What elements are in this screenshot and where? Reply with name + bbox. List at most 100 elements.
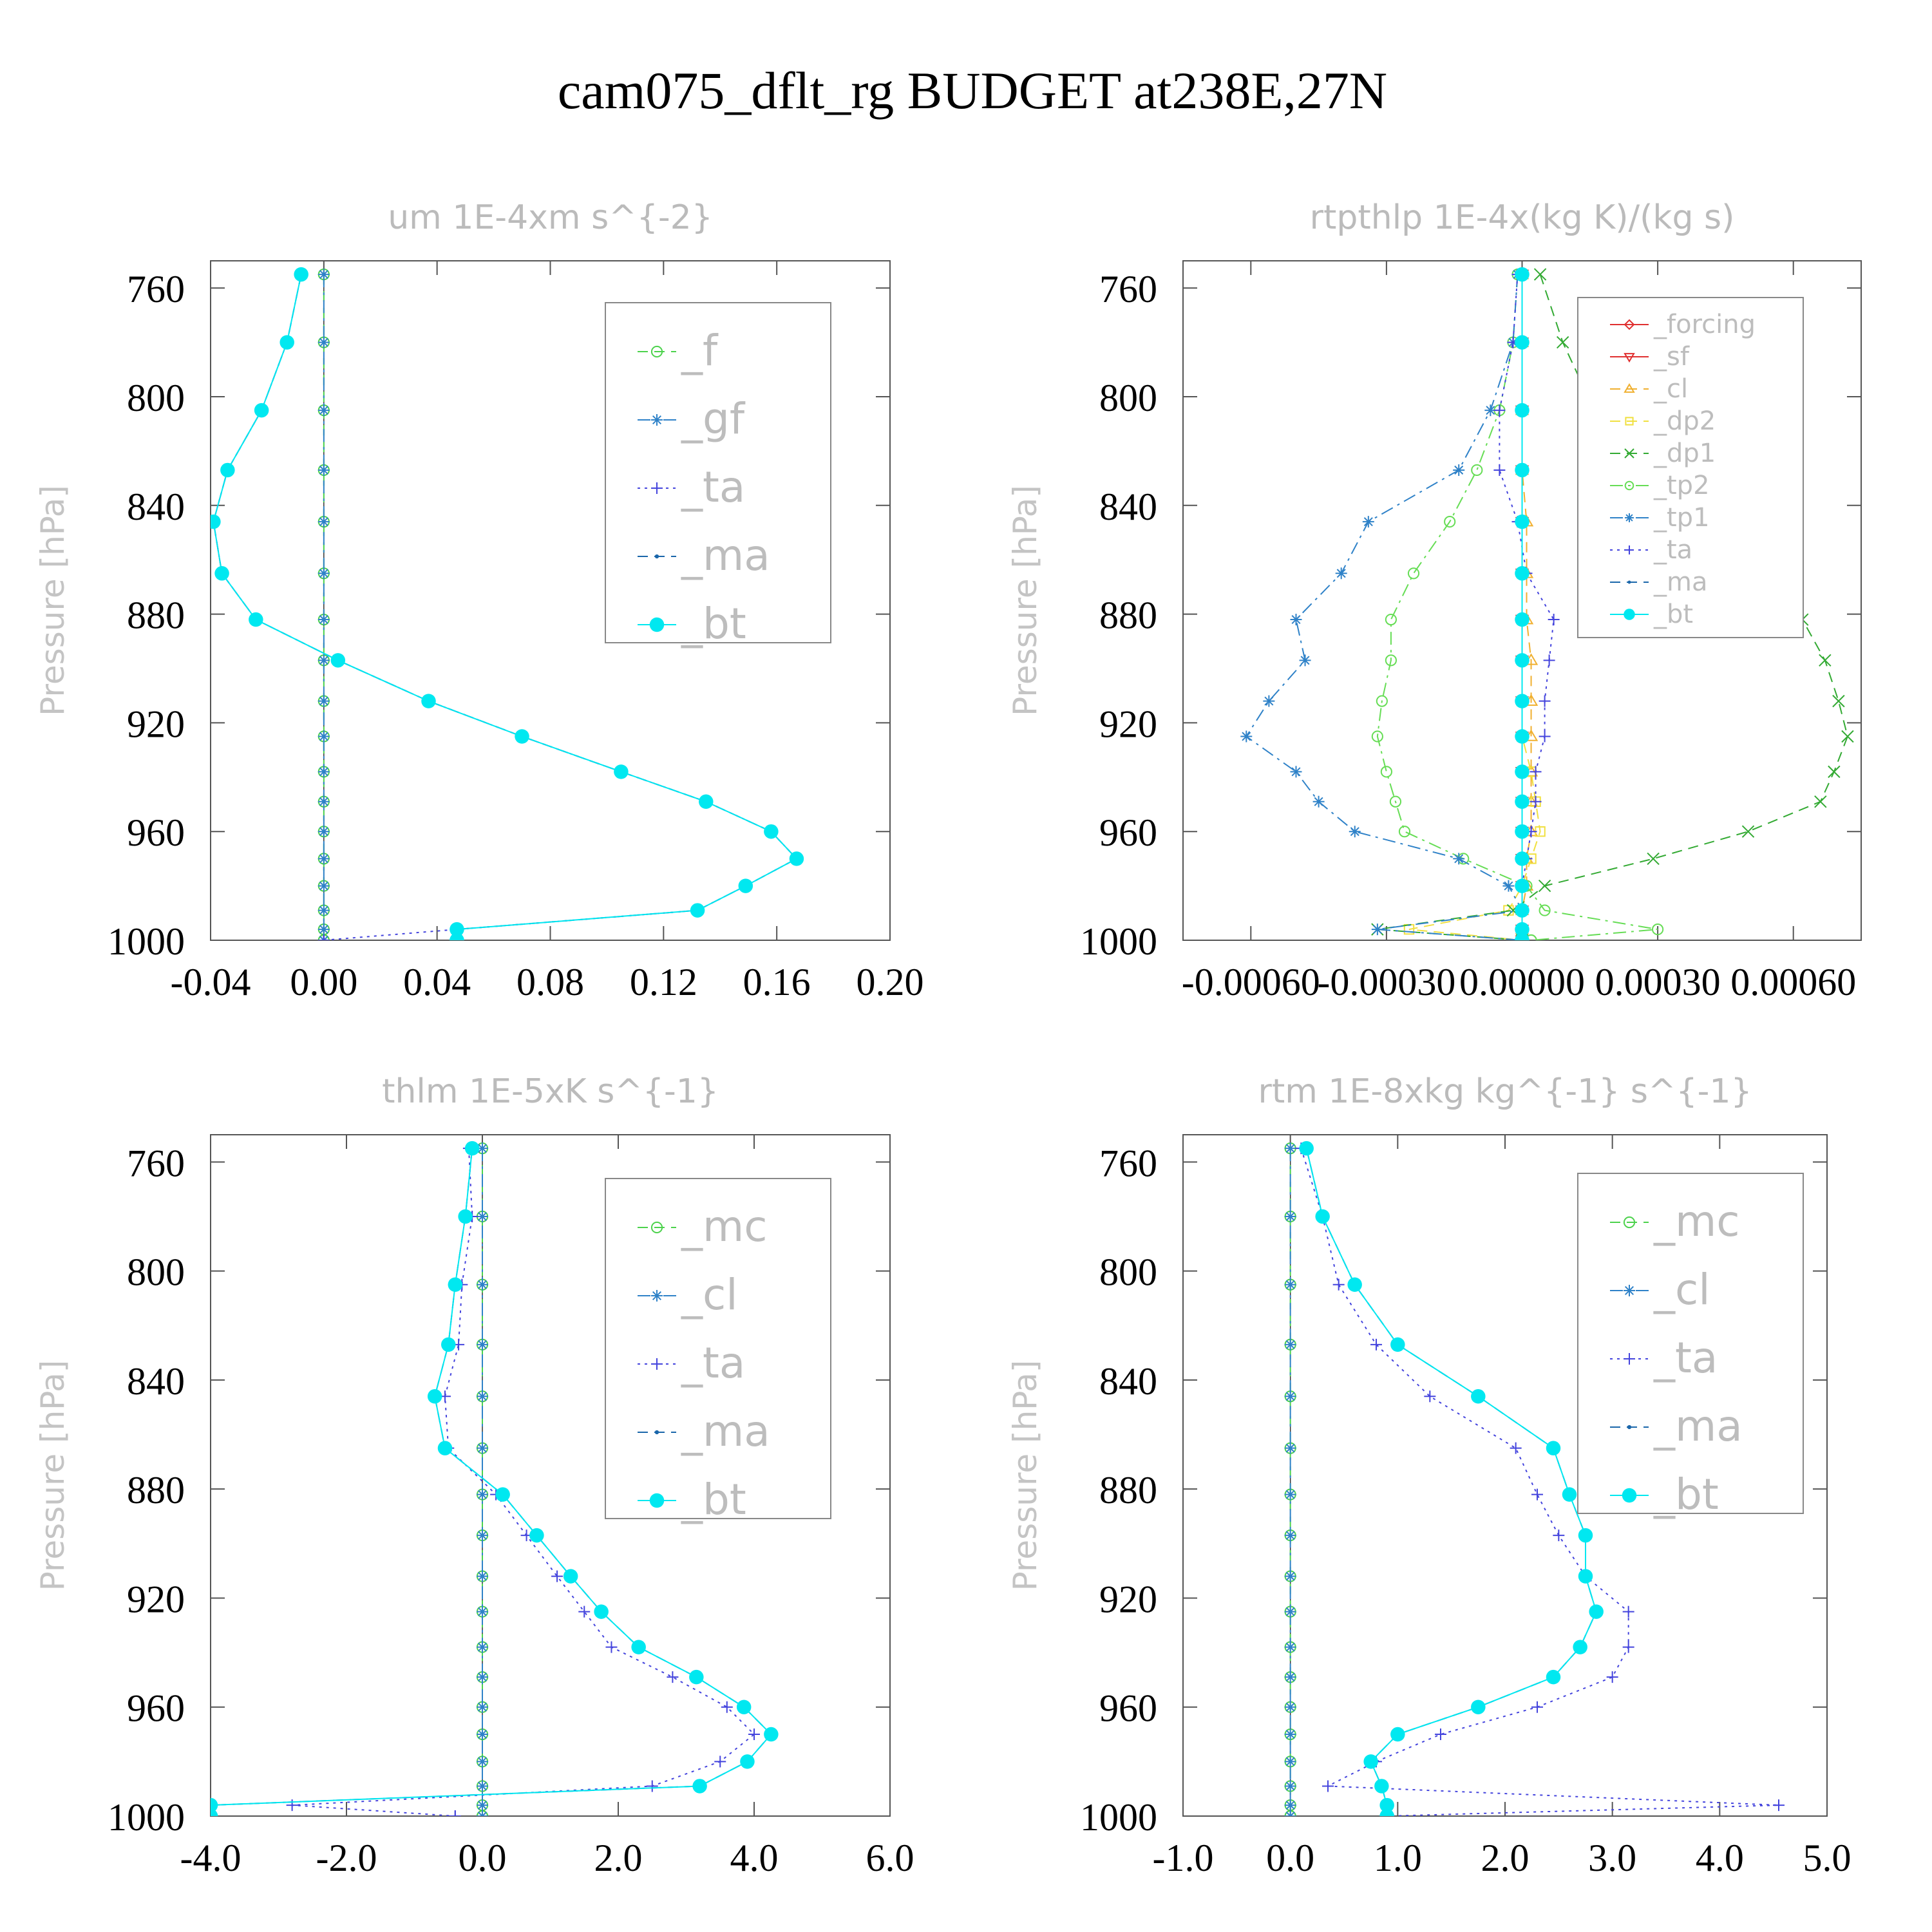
data-point bbox=[1284, 1570, 1296, 1582]
panel-title: thlm 1E-5xK s^{-1} bbox=[382, 1072, 719, 1111]
data-point bbox=[1284, 1530, 1296, 1542]
data-point bbox=[1741, 825, 1755, 838]
data-point bbox=[736, 1700, 752, 1714]
data-point bbox=[477, 1756, 488, 1768]
data-point bbox=[1525, 934, 1537, 940]
data-point bbox=[1515, 653, 1530, 668]
data-point bbox=[1290, 766, 1302, 778]
data-point bbox=[1284, 1142, 1296, 1155]
legend-marker bbox=[649, 1493, 665, 1508]
data-point bbox=[1556, 336, 1569, 349]
legend-label: _mc bbox=[681, 1202, 768, 1251]
data-point bbox=[1284, 1641, 1296, 1653]
data-point bbox=[1374, 1779, 1389, 1794]
data-point bbox=[427, 1389, 442, 1404]
data-point bbox=[1284, 1442, 1296, 1454]
x-tick-label: 3.0 bbox=[1588, 1837, 1636, 1879]
series-ma bbox=[1304, 1146, 1598, 1816]
panel-title: rtm 1E-8xkg kg^{-1} s^{-1} bbox=[1258, 1072, 1752, 1111]
x-tick-label: 0.00000 bbox=[1459, 961, 1585, 1003]
data-point bbox=[1471, 1389, 1486, 1404]
x-tick-label: 6.0 bbox=[866, 1837, 914, 1879]
data-point bbox=[1502, 880, 1515, 892]
x-tick-label: 0.08 bbox=[516, 961, 584, 1003]
data-point bbox=[1538, 879, 1551, 893]
legend-label: _ma bbox=[681, 1406, 770, 1456]
data-point bbox=[317, 567, 330, 580]
legend-marker bbox=[1627, 580, 1631, 584]
legend-marker bbox=[1624, 609, 1635, 620]
y-tick-label: 960 bbox=[127, 811, 185, 854]
legend-box bbox=[605, 1178, 831, 1519]
data-point bbox=[1371, 923, 1383, 936]
legend-marker bbox=[651, 414, 663, 426]
x-tick-label: 5.0 bbox=[1803, 1837, 1852, 1879]
data-point bbox=[1606, 1671, 1618, 1683]
data-point bbox=[477, 1810, 488, 1816]
legend-marker bbox=[650, 1221, 663, 1234]
legend-marker bbox=[654, 554, 659, 559]
series-cl bbox=[1515, 267, 1539, 940]
data-point bbox=[1530, 795, 1542, 808]
y-tick-label: 760 bbox=[1099, 1142, 1157, 1184]
data-point bbox=[1284, 1671, 1296, 1683]
data-point bbox=[317, 269, 330, 281]
x-tick-label: 0.20 bbox=[857, 961, 924, 1003]
data-point bbox=[1546, 1441, 1561, 1455]
data-point bbox=[1515, 764, 1530, 779]
figure-title: cam075_dflt_rg BUDGET at238E,27N bbox=[558, 61, 1387, 120]
data-point bbox=[551, 1570, 564, 1582]
data-point bbox=[1515, 402, 1530, 418]
data-point bbox=[1379, 1808, 1394, 1816]
data-point bbox=[1390, 1337, 1405, 1352]
y-tick-label: 800 bbox=[1099, 377, 1157, 419]
data-point bbox=[1515, 933, 1530, 940]
data-point bbox=[477, 1671, 488, 1683]
legend-marker bbox=[1627, 1425, 1632, 1430]
data-point bbox=[1515, 922, 1530, 937]
data-point bbox=[317, 516, 330, 528]
series-bt bbox=[211, 1141, 779, 1816]
data-point bbox=[1530, 766, 1542, 778]
data-point bbox=[738, 878, 753, 893]
data-point bbox=[1362, 516, 1374, 528]
x-tick-label: 4.0 bbox=[1696, 1837, 1744, 1879]
data-point bbox=[1647, 852, 1660, 866]
series-line bbox=[1408, 274, 1541, 940]
data-point bbox=[1539, 695, 1551, 707]
legend-label: _ta bbox=[681, 1338, 745, 1388]
legend-label: _tp2 bbox=[1653, 471, 1710, 500]
data-point bbox=[317, 654, 330, 667]
y-tick-label: 960 bbox=[1099, 811, 1157, 854]
data-point bbox=[317, 730, 330, 743]
data-point bbox=[1828, 765, 1841, 779]
data-point bbox=[495, 1487, 510, 1502]
data-point bbox=[594, 1604, 609, 1619]
data-point bbox=[1553, 1530, 1565, 1542]
legend-marker bbox=[1624, 319, 1635, 330]
data-point bbox=[789, 851, 804, 866]
data-point bbox=[458, 1209, 473, 1224]
x-tick-label: -0.00030 bbox=[1317, 961, 1455, 1003]
data-point bbox=[1315, 1209, 1330, 1224]
legend-label: _ma bbox=[1653, 1401, 1743, 1451]
data-point bbox=[1515, 267, 1530, 282]
legend-marker bbox=[1624, 353, 1635, 363]
data-point bbox=[1543, 654, 1555, 667]
legend-label: _mc bbox=[1653, 1197, 1740, 1246]
data-point bbox=[1435, 1728, 1446, 1741]
data-point bbox=[317, 336, 330, 348]
data-point bbox=[1510, 1442, 1522, 1454]
data-point bbox=[1832, 694, 1845, 708]
x-tick-label: 0.12 bbox=[630, 961, 697, 1003]
data-point bbox=[1398, 826, 1411, 838]
data-point bbox=[477, 1780, 488, 1792]
data-point bbox=[631, 1640, 646, 1654]
data-point bbox=[1376, 695, 1388, 707]
legend-label: _forcing bbox=[1653, 310, 1756, 339]
data-point bbox=[1493, 464, 1506, 476]
data-point bbox=[563, 1569, 578, 1584]
x-tick-label: 0.00030 bbox=[1595, 961, 1721, 1003]
data-point bbox=[667, 1671, 679, 1683]
legend-marker bbox=[649, 617, 665, 632]
